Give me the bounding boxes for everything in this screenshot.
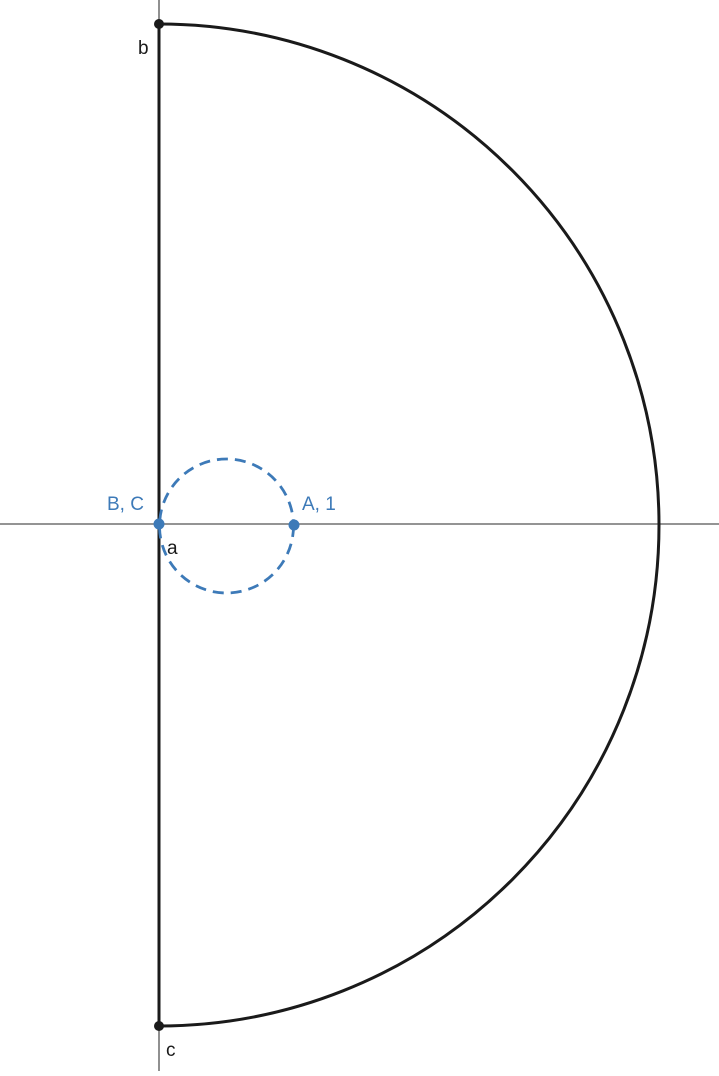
point-b xyxy=(154,19,164,29)
contour-semicircle-arc xyxy=(158,22,661,1028)
label-a: a xyxy=(167,538,178,559)
point-c xyxy=(154,1021,164,1031)
label-c: c xyxy=(166,1040,176,1061)
point-a1 xyxy=(288,519,300,531)
label-bc: B, C xyxy=(107,494,144,515)
point-bc xyxy=(153,518,165,530)
label-a1: A, 1 xyxy=(302,494,336,515)
label-b: b xyxy=(138,38,149,59)
dashed-circle xyxy=(158,457,295,595)
